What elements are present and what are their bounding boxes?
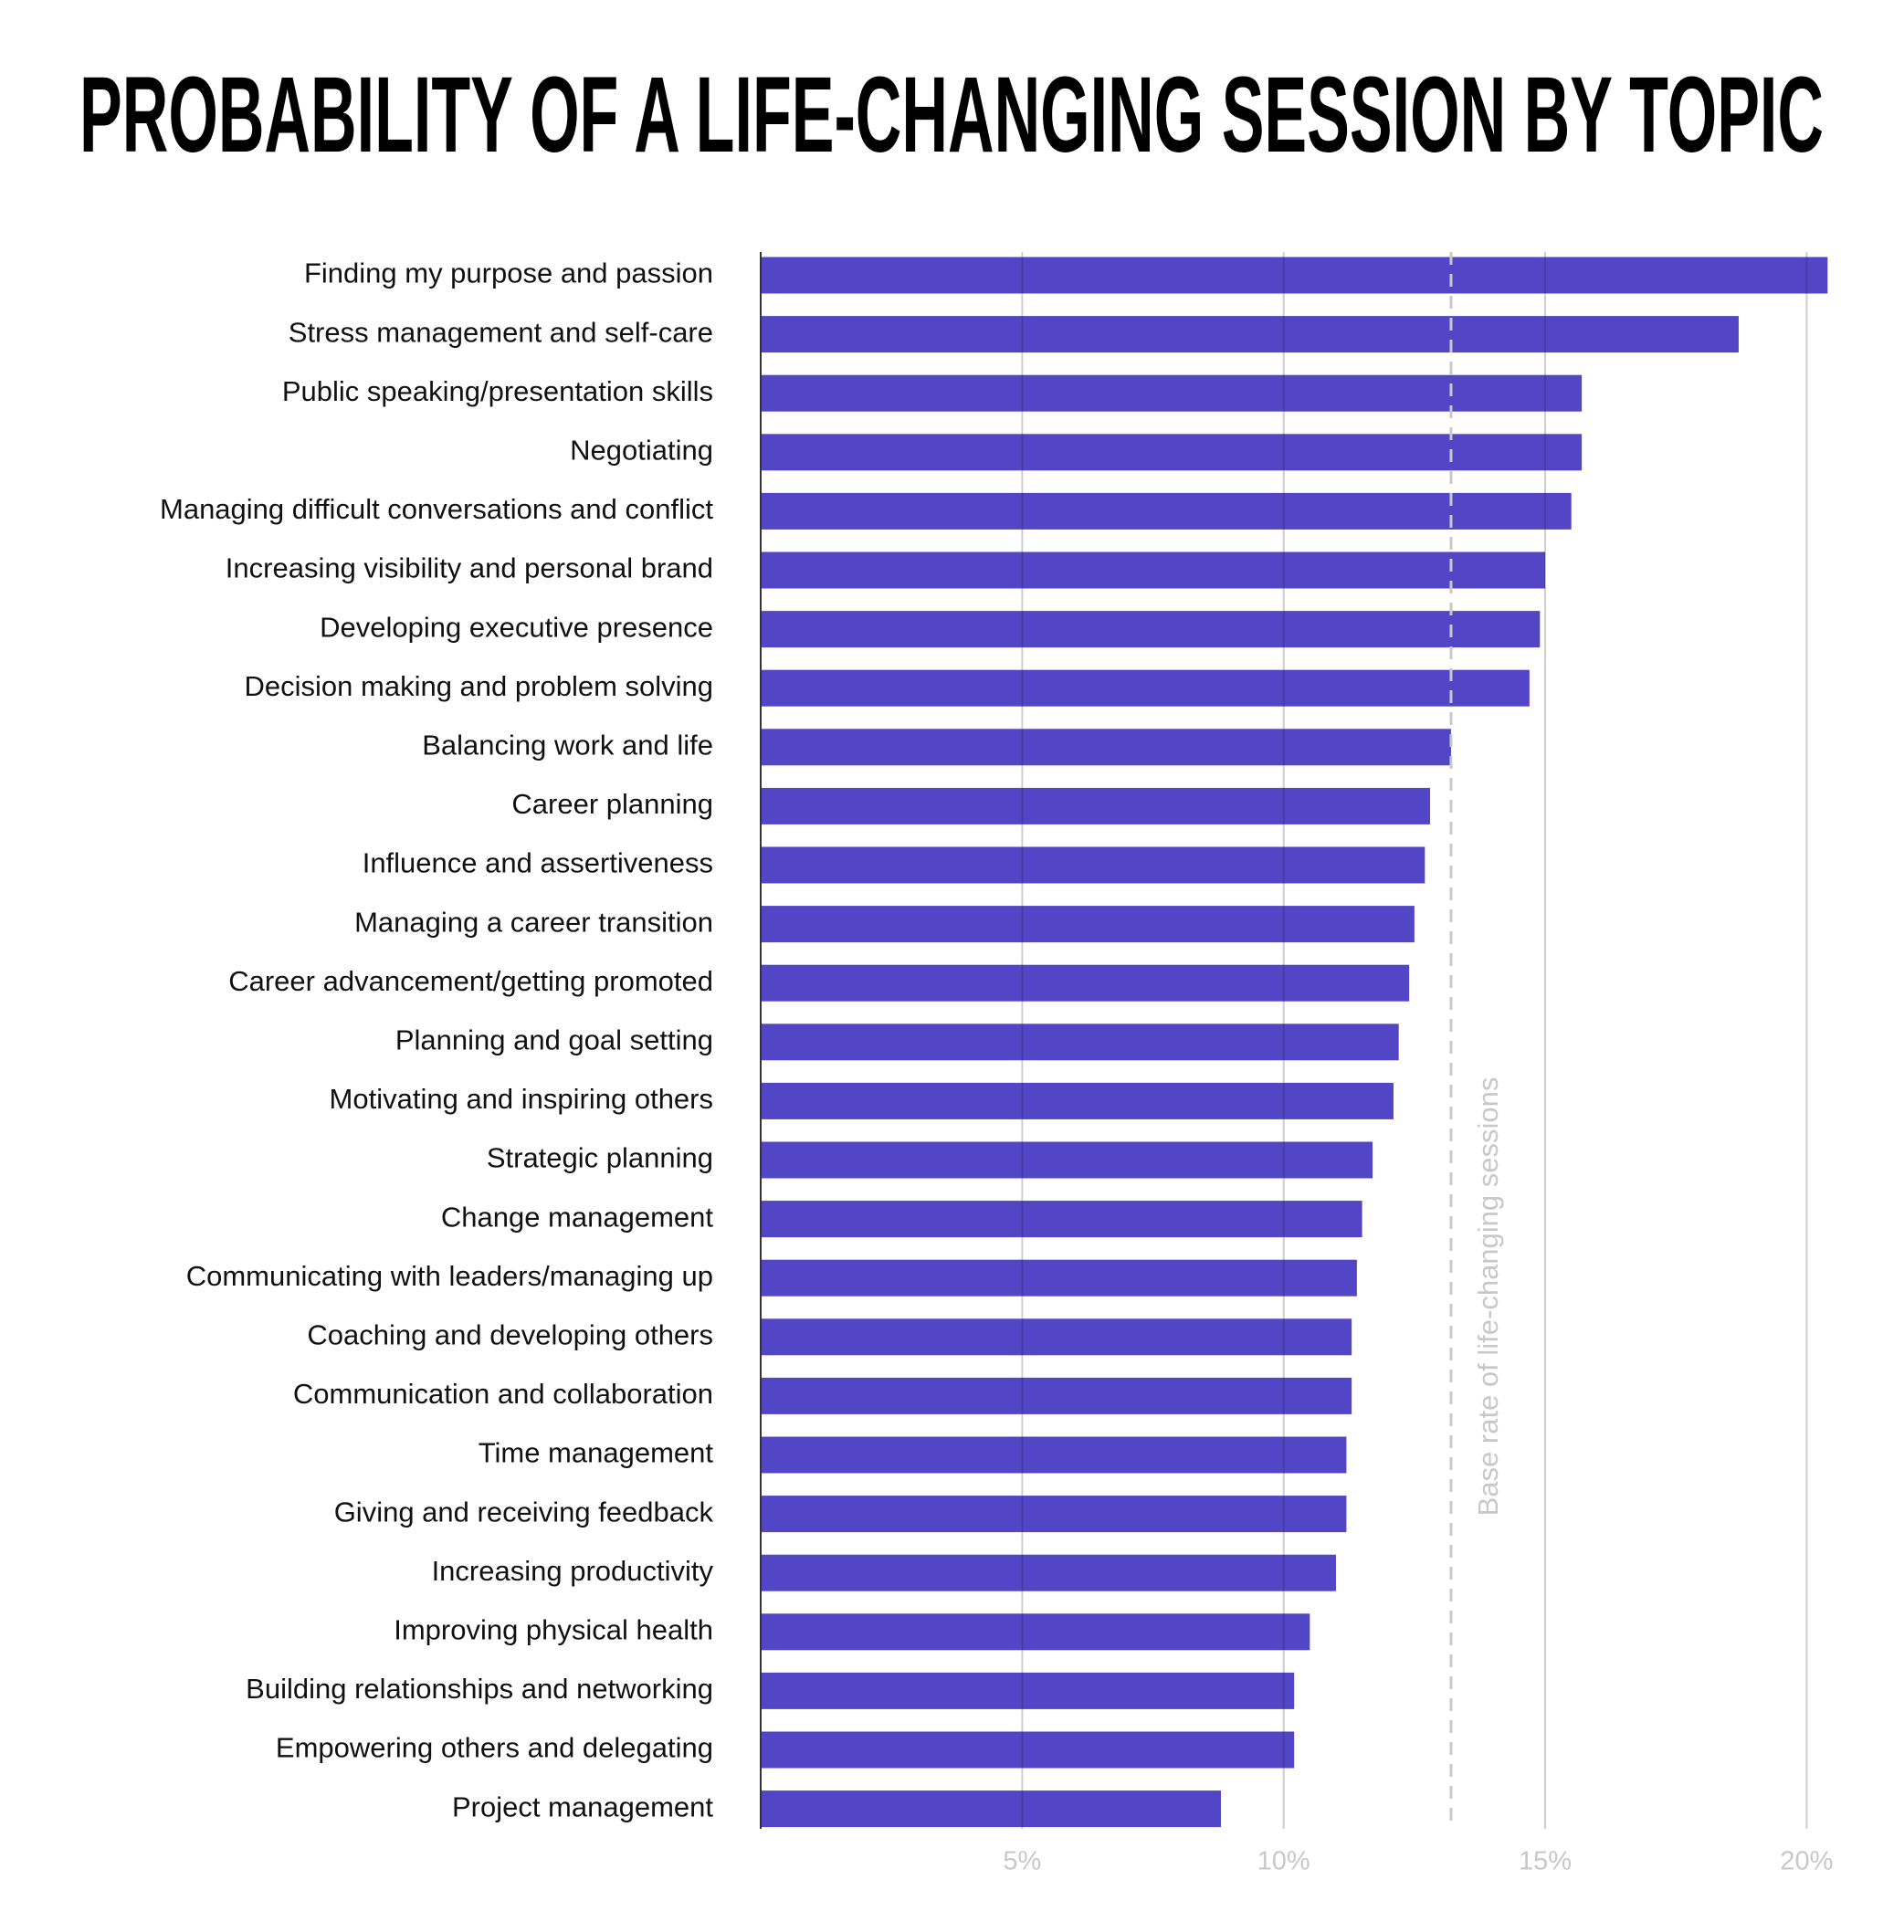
y-tick-label: Increasing productivity xyxy=(432,1555,714,1587)
y-tick-label: Communicating with leaders/managing up xyxy=(186,1260,713,1292)
y-tick-label: Giving and receiving feedback xyxy=(334,1496,714,1528)
bar xyxy=(761,729,1451,766)
bar xyxy=(761,492,1572,530)
y-tick-label: Decision making and problem solving xyxy=(245,670,713,702)
x-tick-label: 5% xyxy=(1003,1847,1041,1876)
chart-title: PROBABILITY OF A LIFE-CHANGING SESSION B… xyxy=(79,55,1824,175)
y-tick-label: Planning and goal setting xyxy=(395,1024,713,1055)
bar xyxy=(761,257,1828,294)
bar xyxy=(761,1613,1310,1651)
bar xyxy=(761,1318,1352,1356)
y-tick-label: Coaching and developing others xyxy=(307,1318,713,1350)
bar xyxy=(761,1024,1399,1061)
bar xyxy=(761,1436,1347,1474)
y-tick-label: Developing executive presence xyxy=(320,611,713,643)
bar xyxy=(761,1259,1357,1297)
bar xyxy=(761,846,1425,884)
y-tick-label: Improving physical health xyxy=(394,1613,713,1645)
y-tick-label: Negotiating xyxy=(570,434,713,466)
y-tick-label: Career planning xyxy=(511,788,713,820)
y-tick-label: Increasing visibility and personal brand xyxy=(226,552,713,584)
bar xyxy=(761,1672,1295,1709)
y-tick-label: Managing difficult conversations and con… xyxy=(160,493,713,525)
y-tick-label: Public speaking/presentation skills xyxy=(282,375,713,407)
y-tick-label: Managing a career transition xyxy=(354,906,713,938)
bar xyxy=(761,611,1541,648)
bar xyxy=(761,1496,1347,1533)
bar xyxy=(761,1201,1362,1238)
y-tick-label: Balancing work and life xyxy=(422,729,713,761)
bar xyxy=(761,1082,1394,1119)
y-tick-label: Project management xyxy=(452,1790,713,1822)
bar xyxy=(761,374,1583,412)
x-tick-label: 15% xyxy=(1519,1847,1572,1876)
y-tick-label: Finding my purpose and passion xyxy=(304,257,713,289)
bar xyxy=(761,551,1546,589)
y-tick-label: Empowering others and delegating xyxy=(276,1732,713,1764)
reference-label: Base rate of life-changing sessions xyxy=(1472,1077,1504,1517)
y-tick-label: Communication and collaboration xyxy=(293,1378,713,1410)
y-tick-label: Stress management and self-care xyxy=(289,316,713,348)
bar xyxy=(761,964,1410,1002)
y-tick-label: Motivating and inspiring others xyxy=(330,1083,713,1115)
bar xyxy=(761,669,1530,707)
bar xyxy=(761,1790,1221,1828)
bar xyxy=(761,1731,1295,1769)
bar xyxy=(761,1554,1336,1591)
x-tick-label: 10% xyxy=(1257,1847,1310,1876)
bar xyxy=(761,1141,1373,1179)
y-tick-label: Building relationships and networking xyxy=(246,1673,713,1705)
bar xyxy=(761,1377,1352,1414)
bar xyxy=(761,316,1739,353)
y-tick-label: Time management xyxy=(479,1437,714,1469)
y-tick-label: Change management xyxy=(441,1201,714,1233)
bar xyxy=(761,434,1583,471)
bar xyxy=(761,906,1415,943)
x-tick-label: 20% xyxy=(1780,1847,1833,1876)
y-tick-label: Career advancement/getting promoted xyxy=(228,965,713,997)
y-tick-label: Strategic planning xyxy=(487,1142,713,1174)
y-tick-label: Influence and assertiveness xyxy=(363,847,713,879)
bar xyxy=(761,787,1431,824)
